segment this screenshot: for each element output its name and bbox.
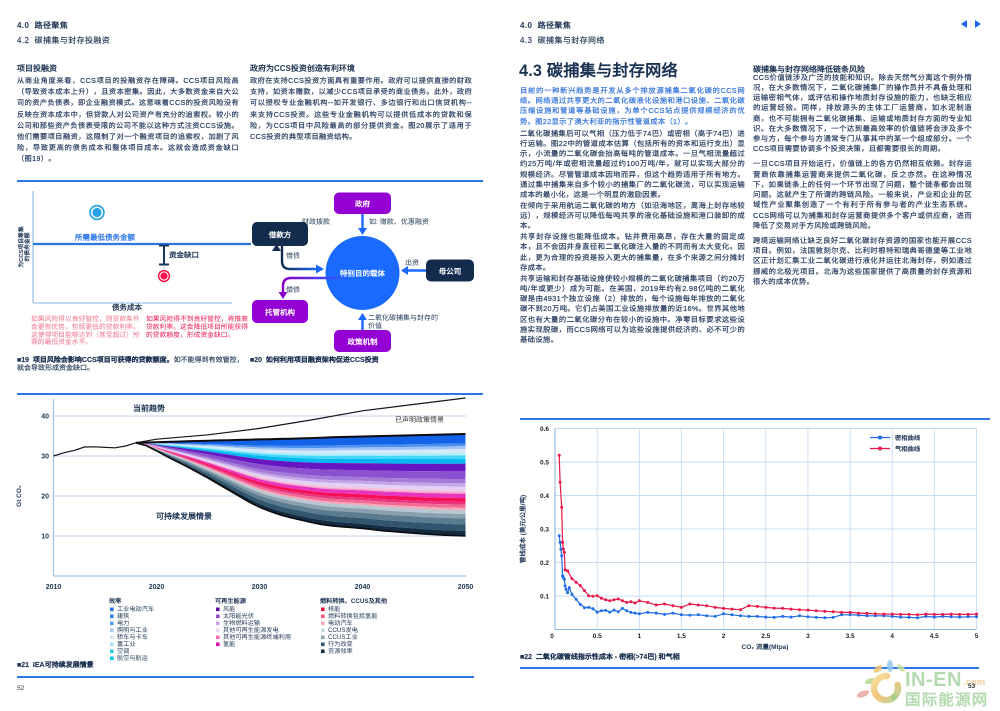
svg-text:效率: 效率 (109, 597, 122, 605)
svg-text:0.2: 0.2 (540, 560, 549, 567)
svg-text:借债: 借债 (286, 252, 300, 260)
svg-text:照明与工业: 照明与工业 (117, 626, 148, 634)
svg-text:CCUS工业: CCUS工业 (328, 633, 358, 641)
svg-text:密相曲线: 密相曲线 (894, 434, 921, 442)
svg-text:0.5: 0.5 (540, 459, 549, 466)
svg-text:核能: 核能 (328, 605, 340, 613)
svg-text:3: 3 (806, 633, 810, 640)
svg-text:借款方: 借款方 (268, 231, 292, 240)
svg-text:2050: 2050 (458, 584, 474, 591)
svg-text:2.5: 2.5 (761, 633, 770, 640)
svg-text:3.5: 3.5 (846, 633, 855, 640)
svg-text:0.1: 0.1 (540, 593, 549, 600)
svg-text:电力: 电力 (117, 619, 129, 627)
svg-text:30: 30 (41, 454, 49, 461)
svg-text:价值: 价值 (368, 322, 382, 330)
svg-text:国际能源网: 国际能源网 (905, 691, 989, 709)
svg-text:0.5: 0.5 (593, 633, 602, 640)
svg-text:IN-EN: IN-EN (905, 669, 962, 691)
svg-text:航空与航运: 航空与航运 (117, 654, 148, 662)
svg-text:二氧化碳捕集与封存的: 二氧化碳捕集与封存的 (368, 314, 438, 322)
svg-text:当前趋势: 当前趋势 (133, 404, 165, 413)
svg-text:轿车与卡车: 轿车与卡车 (117, 633, 148, 641)
svg-text:工业电动汽车: 工业电动汽车 (117, 605, 154, 613)
svg-text:燃料转换、CCUS及其他: 燃料转换、CCUS及其他 (320, 597, 388, 605)
svg-text:特别目的载体: 特别目的载体 (340, 269, 385, 278)
svg-text:建筑: 建筑 (117, 612, 130, 620)
svg-text:偿债: 偿债 (286, 286, 300, 294)
svg-text:CCUS发电: CCUS发电 (328, 626, 358, 634)
svg-text:债务成本: 债务成本 (112, 303, 142, 312)
svg-text:气相曲线: 气相曲线 (894, 445, 921, 453)
svg-text:氢能: 氢能 (223, 640, 235, 648)
svg-text:4: 4 (890, 633, 894, 640)
svg-text:40: 40 (41, 414, 49, 421)
svg-text:其他可再生能源终端利用: 其他可再生能源终端利用 (223, 633, 291, 641)
svg-text:2040: 2040 (355, 584, 371, 591)
svg-text:1.5: 1.5 (677, 633, 686, 640)
svg-text:托管机构: 托管机构 (265, 308, 295, 317)
svg-text:资金缺口: 资金缺口 (169, 251, 199, 260)
svg-text:5: 5 (975, 633, 979, 640)
svg-text:重工业: 重工业 (117, 640, 136, 648)
svg-text:1: 1 (637, 633, 641, 640)
svg-text:0.4: 0.4 (540, 493, 549, 500)
svg-text:其他可再生能源发电: 其他可再生能源发电 (223, 626, 279, 634)
svg-text:电动汽车: 电动汽车 (328, 619, 353, 627)
svg-text:管线成本 (美元/公里/吨): 管线成本 (美元/公里/吨) (519, 495, 527, 563)
svg-text:出资: 出资 (405, 259, 419, 267)
svg-text:财政拨款: 财政拨款 (302, 218, 330, 226)
svg-text:空调: 空调 (117, 647, 129, 655)
svg-text:10: 10 (41, 534, 49, 541)
svg-text:已声明政策情景: 已声明政策情景 (395, 416, 444, 424)
svg-text:0.6: 0.6 (540, 426, 549, 433)
svg-text:可持续发展情景: 可持续发展情景 (156, 512, 212, 521)
svg-text:.com: .com (963, 677, 985, 688)
svg-text:2010: 2010 (46, 584, 62, 591)
svg-text:2030: 2030 (252, 584, 268, 591)
svg-text:行为改变: 行为改变 (328, 640, 353, 648)
svg-text:政府: 政府 (355, 200, 370, 209)
svg-text:4.5: 4.5 (930, 633, 939, 640)
svg-text:燃料转换包括氢能: 燃料转换包括氢能 (328, 612, 378, 620)
svg-text:20: 20 (41, 494, 49, 501)
svg-text:CO₂ 流量(Mtpa): CO₂ 流量(Mtpa) (742, 643, 789, 651)
svg-text:可再生能源: 可再生能源 (215, 597, 247, 605)
svg-text:生物燃料运输: 生物燃料运输 (223, 619, 261, 627)
svg-text:为CCS项目筹集: 为CCS项目筹集 (17, 226, 25, 267)
svg-text:资源效率: 资源效率 (328, 647, 353, 655)
svg-text:的债务金额: 的债务金额 (23, 232, 31, 261)
svg-text:政策机制: 政策机制 (348, 338, 378, 347)
svg-text:如: 赠款、优惠融资: 如: 赠款、优惠融资 (369, 218, 429, 226)
svg-text:母公司: 母公司 (439, 267, 462, 276)
svg-text:风能: 风能 (223, 605, 235, 613)
svg-text:太阳能光伏: 太阳能光伏 (223, 612, 254, 620)
svg-text:2: 2 (722, 633, 726, 640)
svg-text:2020: 2020 (149, 584, 165, 591)
svg-text:所需最低债务金额: 所需最低债务金额 (74, 233, 135, 242)
svg-text:Gt CO₂: Gt CO₂ (16, 485, 23, 507)
svg-text:0.3: 0.3 (540, 526, 549, 533)
svg-text:0: 0 (550, 633, 554, 640)
